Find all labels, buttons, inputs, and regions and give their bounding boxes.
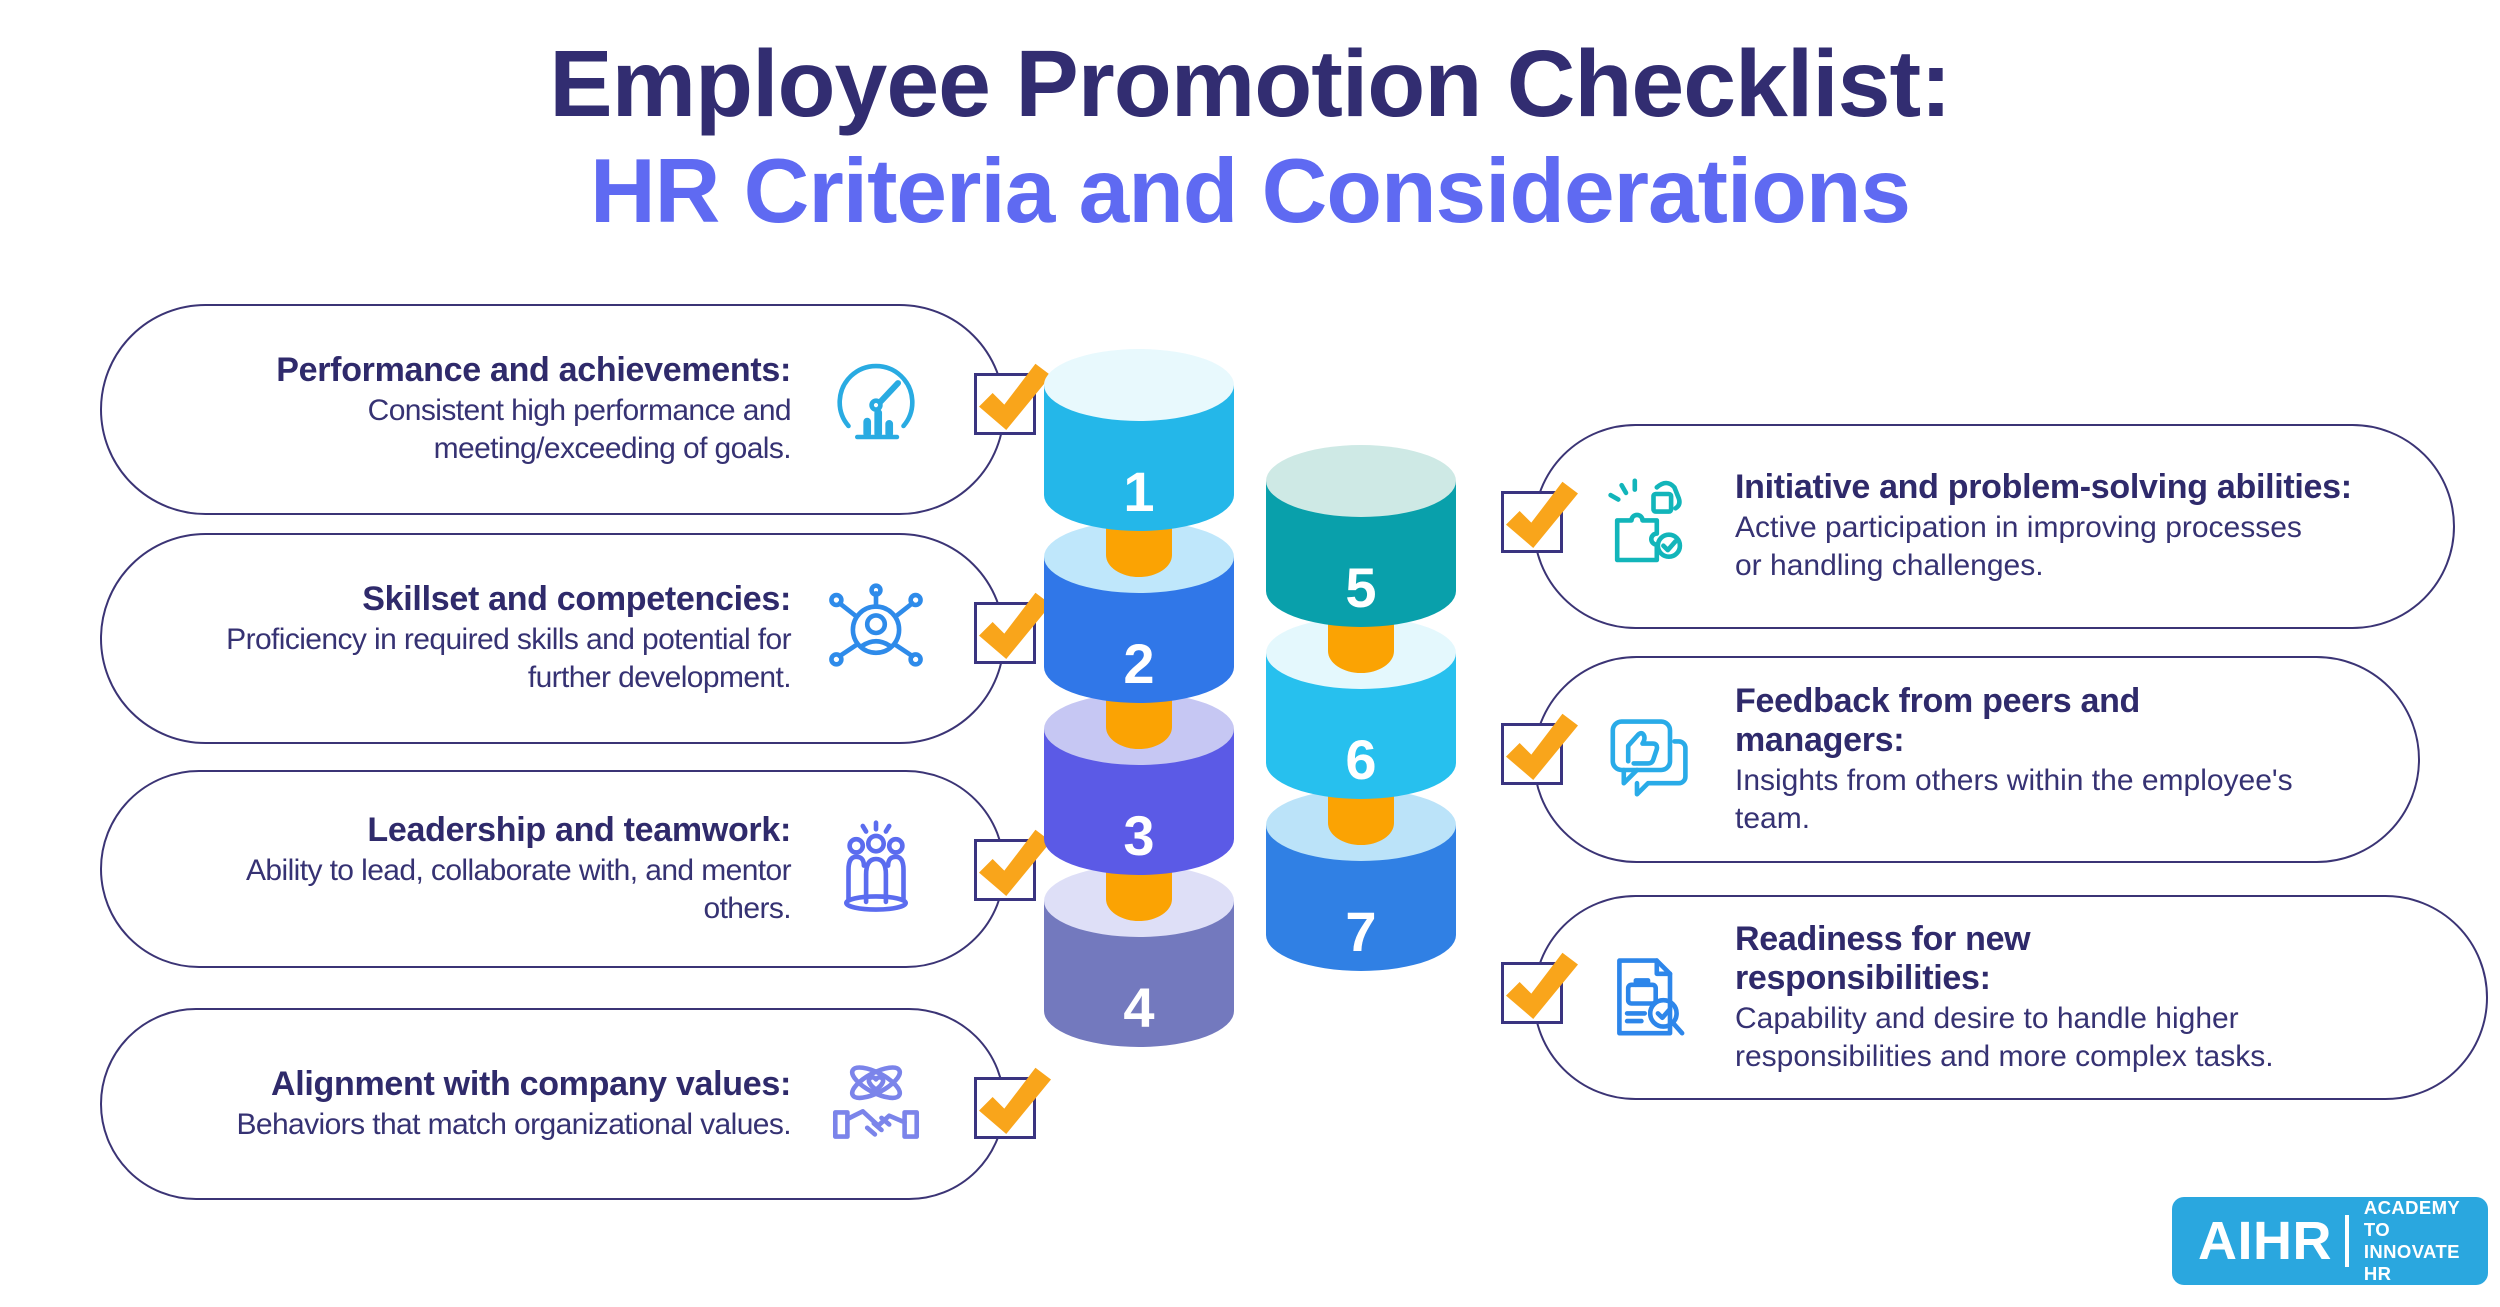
- card-skillset-competencies: Skillset and competencies: Proficiency i…: [100, 533, 1051, 744]
- cylinder-step-6: 6: [1266, 617, 1456, 799]
- step-number: 1: [1123, 460, 1155, 523]
- card-heading: Skillset and competencies:: [362, 580, 791, 618]
- logo-tagline: ACADEMY TO INNOVATE HR: [2364, 1197, 2488, 1285]
- card-initiative-problem-solving: Initiative and problem-solving abilities…: [1501, 424, 2455, 629]
- logo-tagline-line1: ACADEMY TO: [2363, 1197, 2460, 1240]
- cylinder-top: [1044, 349, 1234, 421]
- card-heading: Initiative and problem-solving abilities…: [1735, 468, 2352, 506]
- checkbox-leadership[interactable]: [974, 829, 1051, 901]
- step-number: 5: [1345, 556, 1377, 619]
- card-heading: Alignment with company values:: [271, 1064, 791, 1103]
- aihr-logo: AIHR ACADEMY TO INNOVATE HR: [2172, 1197, 2488, 1285]
- handshake-icon: [821, 1053, 931, 1163]
- cylinder-step-7: 7: [1266, 789, 1456, 971]
- logo-divider: [2345, 1215, 2349, 1267]
- card-body: Insights from others within the employee…: [1735, 763, 2293, 835]
- cylinder-step-4: 4: [1044, 865, 1234, 1047]
- page-title: Employee Promotion Checklist: HR Criteri…: [0, 28, 2500, 244]
- step-number: 2: [1123, 632, 1155, 695]
- checkbox-initiative[interactable]: [1501, 481, 1578, 553]
- cylinder-step-1: 1: [1044, 349, 1234, 531]
- card-body: Ability to lead, collaborate with, and m…: [246, 853, 792, 925]
- check-icon: [1506, 952, 1578, 1019]
- check-icon: [979, 1067, 1051, 1134]
- card-body: Behaviors that match organizational valu…: [236, 1107, 791, 1141]
- title-line-2: HR Criteria and Considerations: [589, 141, 1911, 242]
- step-number: 3: [1123, 804, 1155, 867]
- check-icon: [1506, 713, 1578, 780]
- check-icon: [979, 592, 1051, 659]
- logo-tagline-line2: INNOVATE HR: [2363, 1241, 2460, 1284]
- card-body: Active participation in improving proces…: [1735, 511, 2302, 582]
- cylinder-top: [1266, 445, 1456, 517]
- check-icon: [979, 829, 1051, 896]
- card-body: Proficiency in required skills and poten…: [226, 623, 791, 694]
- title-line-1: Employee Promotion Checklist:: [549, 31, 1952, 137]
- checkbox-readiness[interactable]: [1501, 952, 1578, 1024]
- card-heading: Readiness for new responsibilities:: [1735, 919, 2031, 997]
- check-icon: [979, 363, 1051, 430]
- card-alignment-values: Alignment with company values: Behaviors…: [100, 1008, 1051, 1200]
- step-number: 6: [1345, 728, 1377, 791]
- cylinder-step-3: 3: [1044, 693, 1234, 875]
- team-icon: [821, 815, 931, 925]
- card-leadership-teamwork: Leadership and teamwork: Ability to lead…: [100, 770, 1051, 968]
- card-body: Consistent high performance and meeting/…: [367, 394, 792, 465]
- checkbox-alignment[interactable]: [974, 1067, 1051, 1139]
- checkbox-performance[interactable]: [974, 363, 1051, 435]
- card-heading: Performance and achievements:: [276, 351, 791, 389]
- logo-brand-text: AIHR: [2198, 1211, 2332, 1271]
- card-heading: Feedback from peers and managers:: [1735, 681, 2141, 759]
- cylinder-step-2: 2: [1044, 521, 1234, 703]
- gauge-icon: [821, 349, 931, 459]
- step-number: 7: [1345, 900, 1377, 963]
- card-performance-achievements: Performance and achievements: Consistent…: [100, 304, 1051, 515]
- card-readiness-responsibilities: Readiness for new responsibilities: Capa…: [1501, 895, 2488, 1100]
- card-heading: Leadership and teamwork:: [367, 810, 791, 849]
- card-feedback-peers-managers: Feedback from peers and managers: Insigh…: [1501, 656, 2420, 863]
- feedback-icon: [1593, 704, 1703, 814]
- card-body: Capability and desire to handle higher r…: [1735, 1001, 2274, 1073]
- check-icon: [1506, 481, 1578, 548]
- step-number: 4: [1123, 976, 1155, 1039]
- checkbox-skillset[interactable]: [974, 592, 1051, 664]
- readiness-icon: [1593, 943, 1703, 1053]
- checkbox-feedback[interactable]: [1501, 713, 1578, 785]
- cylinder-step-5: 5: [1266, 445, 1456, 627]
- puzzle-icon: [1593, 472, 1703, 582]
- skills-network-icon: [821, 578, 931, 688]
